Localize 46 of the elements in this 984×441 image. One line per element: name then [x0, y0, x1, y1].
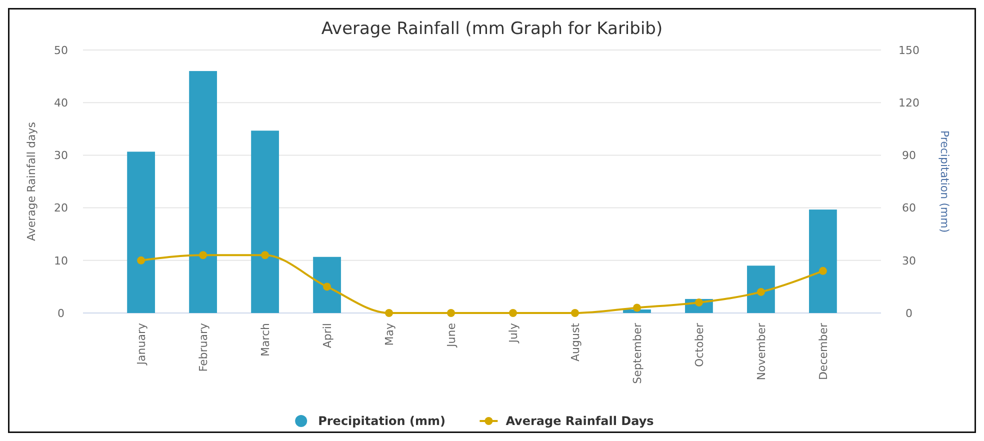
bar [189, 71, 217, 313]
y-tick-label: 10 [54, 254, 68, 268]
point [570, 309, 579, 317]
bar [313, 256, 341, 313]
chart-title: Average Rainfall (mm Graph for Karibib) [321, 19, 663, 39]
bar [127, 152, 155, 313]
x-tick-label: May [382, 322, 396, 346]
point [323, 282, 332, 291]
point [385, 309, 394, 317]
y-axis-title: Average Rainfall days [25, 122, 38, 242]
legend-label: Average Rainfall Days [506, 414, 654, 428]
x-tick-label: March [258, 322, 272, 357]
point [199, 251, 208, 260]
y2-tick-label: 90 [902, 149, 916, 162]
point [632, 304, 641, 312]
point [261, 251, 270, 260]
point [447, 309, 456, 317]
y2-tick-label: 120 [898, 96, 920, 110]
x-tick-label: April [320, 323, 334, 348]
y2-tick-label: 150 [898, 44, 920, 57]
x-tick-label: July [506, 322, 520, 344]
point [756, 288, 765, 296]
y2-tick-label: 60 [902, 202, 916, 215]
point [508, 309, 517, 317]
y-tick-label: 40 [54, 96, 68, 110]
x-tick-label: June [444, 322, 458, 348]
y-tick-label: 20 [54, 202, 68, 215]
y-tick-label: 30 [54, 149, 68, 162]
y2-tick-label: 30 [902, 254, 916, 268]
y-tick-label: 50 [54, 44, 68, 57]
x-tick-label: February [196, 322, 210, 372]
x-tick-label: January [134, 322, 148, 366]
x-tick-label: September [630, 322, 644, 384]
point [137, 256, 146, 264]
x-tick-label: August [568, 322, 582, 362]
y2-axis-title: Precipitation (mm) [938, 130, 951, 233]
y-tick-label: 0 [58, 306, 64, 320]
bar [251, 130, 279, 313]
point [818, 266, 827, 275]
bar [809, 210, 837, 313]
bar [747, 266, 775, 313]
legend-label: Precipitation (mm) [318, 414, 446, 428]
x-tick-label: December [816, 322, 830, 380]
x-tick-label: October [692, 322, 706, 368]
y2-tick-label: 0 [906, 306, 912, 320]
x-tick-label: November [754, 322, 768, 380]
